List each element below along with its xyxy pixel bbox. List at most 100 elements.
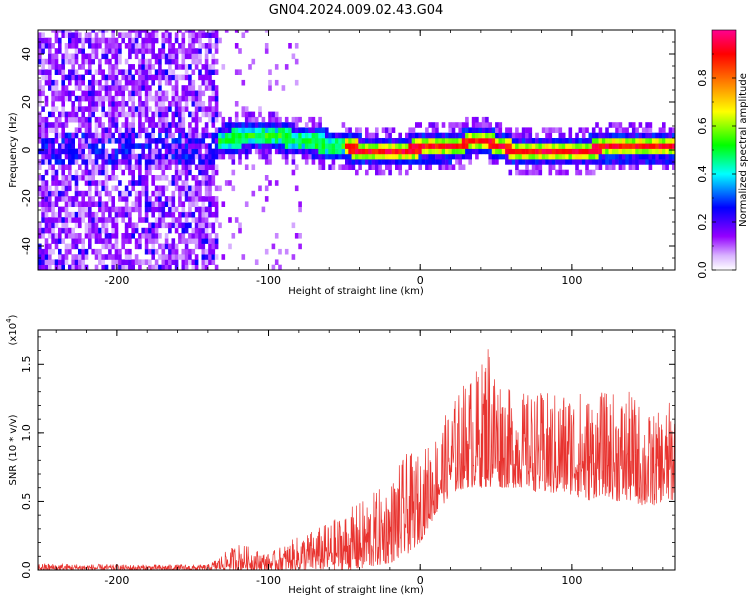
spectrogram-cell [64, 254, 69, 260]
spectrogram-cell [194, 48, 199, 54]
spectrogram-cell [181, 48, 186, 54]
spectrogram-cell [98, 180, 102, 186]
spectrogram-cell [131, 138, 135, 144]
spectrogram-cell [508, 159, 513, 165]
spectrogram-cell [174, 95, 179, 102]
spectrogram-cell [301, 148, 306, 155]
spectrogram-cell [411, 132, 416, 139]
spectrogram-cell [278, 264, 282, 270]
spectrogram-cell [471, 116, 476, 123]
spectrogram-cell [61, 164, 65, 170]
spectrogram-cell [144, 138, 149, 144]
spectrogram-cell [138, 238, 142, 244]
spectrogram-cell [94, 238, 99, 244]
spectrogram-cell [184, 138, 189, 144]
spectrogram-cell [405, 132, 409, 139]
spectrogram-cell [294, 132, 299, 139]
spectrogram-y-tick-label: 0 [20, 147, 33, 154]
spectrogram-cell [304, 143, 309, 149]
spectrogram-cell [558, 159, 563, 165]
spectrogram-cell [194, 206, 199, 213]
spectrogram-cell [234, 138, 239, 144]
spectrogram-cell [151, 127, 155, 133]
spectrogram-cell [495, 143, 499, 149]
spectrogram-cell [181, 201, 186, 207]
spectrogram-cell [274, 79, 279, 86]
spectrogram-cell [174, 153, 179, 160]
spectrogram-cell [54, 169, 59, 176]
spectrogram-cell [131, 127, 135, 133]
snr-panel: -200 -100 0 100 0.00.51.01.5 Height of stra… [5, 314, 676, 596]
spectrogram-cell [208, 85, 212, 91]
spectrogram-cell [251, 127, 256, 133]
spectrogram-cell [415, 138, 419, 144]
spectrogram-cell [74, 30, 79, 33]
spectrogram-cell [244, 164, 249, 170]
spectrogram-cell [148, 238, 152, 244]
spectrogram-cell [41, 32, 45, 38]
spectrogram-cell [161, 53, 166, 60]
spectrogram-cell [108, 196, 112, 202]
spectrogram-cell [121, 90, 125, 97]
spectrogram-cell [345, 143, 349, 149]
spectrogram-cell [291, 159, 296, 165]
spectrogram-cell [214, 143, 219, 149]
spectrogram-cell [168, 79, 172, 86]
spectrogram-cell [355, 138, 359, 144]
spectrogram-cell [568, 143, 573, 149]
spectrogram-cell [418, 132, 422, 139]
spectrogram-cell [555, 148, 559, 155]
spectrogram-cell [475, 148, 479, 155]
spectrogram-cell [118, 32, 122, 38]
spectrogram-cell [341, 138, 346, 144]
spectrogram-cell [168, 264, 172, 270]
spectrogram-cell [44, 190, 49, 197]
spectrogram-cell [254, 138, 259, 144]
spectrogram-cell [71, 264, 75, 270]
spectrogram-cell [81, 138, 85, 144]
spectrogram-cell [104, 159, 109, 165]
spectrogram-cell [148, 132, 152, 139]
spectrogram-cell [58, 264, 62, 270]
spectrogram-cell [201, 138, 206, 144]
spectrogram-cell [78, 206, 82, 213]
spectrogram-cell [51, 190, 55, 197]
spectrogram-cell [535, 153, 539, 160]
spectrogram-cell [435, 143, 439, 149]
spectrogram-cell [54, 217, 59, 223]
spectrogram-cell [98, 69, 102, 75]
spectrogram-cell [641, 127, 646, 133]
spectrogram-cell [144, 37, 149, 44]
spectrogram-y-tick-label: 40 [20, 47, 33, 61]
spectrogram-cell [201, 180, 206, 186]
spectrogram-cell [154, 164, 159, 170]
spectrogram-cell [164, 264, 169, 270]
spectrogram-cell [114, 106, 119, 112]
spectrogram-cell [58, 159, 62, 165]
spectrogram-cell [78, 222, 82, 229]
spectrogram-cell [411, 153, 416, 160]
spectrogram-cell [121, 264, 125, 270]
spectrogram-cell [198, 233, 202, 239]
spectrogram-cell [158, 58, 162, 65]
spectrogram-cell [281, 132, 286, 139]
spectrogram-cell [154, 233, 159, 239]
spectrogram-cell [134, 132, 139, 139]
spectrogram-cell [488, 122, 492, 128]
spectrogram-cell [331, 148, 336, 155]
spectrogram-cell [104, 217, 109, 223]
spectrogram-cell [51, 211, 55, 218]
spectrogram-cell [211, 138, 216, 144]
spectrogram-cell [134, 206, 139, 213]
spectrogram-cell [491, 148, 496, 155]
spectrogram-cell [78, 175, 82, 181]
spectrogram-cell [58, 233, 62, 239]
colorbar-tick-label: 0.8 [696, 69, 709, 87]
spectrogram-cell [84, 132, 89, 139]
spectrogram-cell [211, 222, 216, 229]
spectrogram-cell [144, 79, 149, 86]
spectrogram-cell [298, 201, 302, 207]
spectrogram-cell [118, 159, 122, 165]
spectrogram-cell [48, 159, 52, 165]
spectrogram-cell [228, 217, 232, 223]
